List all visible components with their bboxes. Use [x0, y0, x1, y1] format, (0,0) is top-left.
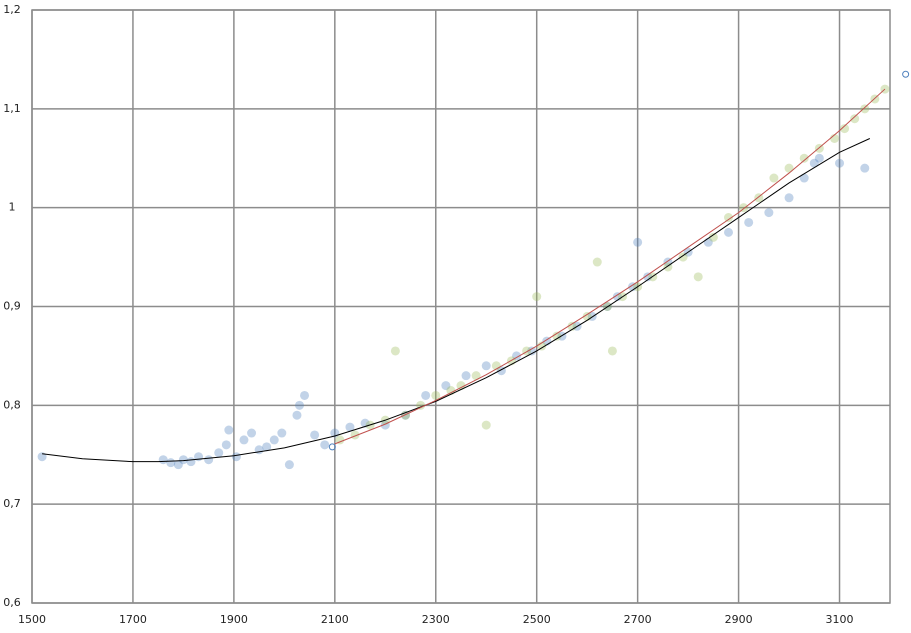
y-tick-label: 0,6 [3, 596, 21, 609]
point [461, 371, 471, 381]
trendline [42, 138, 871, 463]
point [277, 428, 287, 438]
point [850, 114, 860, 124]
point [310, 430, 320, 440]
point [400, 410, 410, 420]
point [320, 440, 330, 450]
point [224, 425, 234, 435]
point [678, 252, 688, 262]
point [178, 455, 188, 465]
point [214, 448, 224, 458]
x-tick-label: 3100 [826, 613, 854, 626]
point [262, 442, 272, 452]
point [835, 158, 845, 168]
y-tick-label: 1 [9, 201, 16, 214]
point [431, 390, 441, 400]
point [481, 361, 491, 371]
point [284, 460, 294, 470]
y-tick-label: 0,9 [3, 300, 21, 313]
point [421, 390, 431, 400]
point [173, 460, 183, 470]
point [552, 331, 562, 341]
point [231, 452, 241, 462]
plot-border [31, 9, 891, 604]
x-tick-label: 2100 [321, 613, 349, 626]
point [345, 422, 355, 432]
point [860, 163, 870, 173]
point [814, 153, 824, 163]
point [723, 213, 733, 223]
point [456, 381, 466, 391]
point [247, 428, 257, 438]
point [633, 237, 643, 247]
point [708, 232, 718, 242]
point [860, 104, 870, 114]
point [744, 217, 754, 227]
y-tick-label: 1,2 [3, 3, 21, 16]
x-tick-label: 2500 [523, 613, 551, 626]
point [840, 124, 850, 134]
point [471, 371, 481, 381]
point [204, 455, 214, 465]
point [239, 435, 249, 445]
point [809, 158, 819, 168]
point [512, 351, 522, 361]
point [784, 163, 794, 173]
x-tick-label: 1900 [220, 613, 248, 626]
x-tick-label: 1500 [18, 613, 46, 626]
point [784, 193, 794, 203]
point [37, 452, 47, 462]
y-tick-label: 1,1 [3, 102, 21, 115]
x-tick-label: 1700 [119, 613, 147, 626]
point [799, 173, 809, 183]
point [441, 381, 451, 391]
point [269, 435, 279, 445]
point [221, 440, 231, 450]
point [390, 346, 400, 356]
point [592, 257, 602, 267]
point [799, 153, 809, 163]
y-tick-label: 0,8 [3, 398, 21, 411]
point [292, 410, 302, 420]
point [643, 272, 653, 282]
point [532, 292, 542, 302]
point [335, 435, 345, 445]
trendline [334, 88, 886, 445]
point [693, 272, 703, 282]
point [769, 173, 779, 183]
point [186, 457, 196, 467]
open-point [328, 443, 336, 451]
point [294, 400, 304, 410]
y-tick-label: 0,7 [3, 497, 21, 510]
open-point [902, 70, 910, 78]
point [300, 390, 310, 400]
x-tick-label: 2300 [422, 613, 450, 626]
point [607, 346, 617, 356]
point [764, 208, 774, 218]
point [481, 420, 491, 430]
x-tick-label: 2700 [624, 613, 652, 626]
x-tick-label: 2900 [725, 613, 753, 626]
point [166, 458, 176, 468]
point [527, 346, 537, 356]
point [723, 227, 733, 237]
point [446, 386, 456, 396]
